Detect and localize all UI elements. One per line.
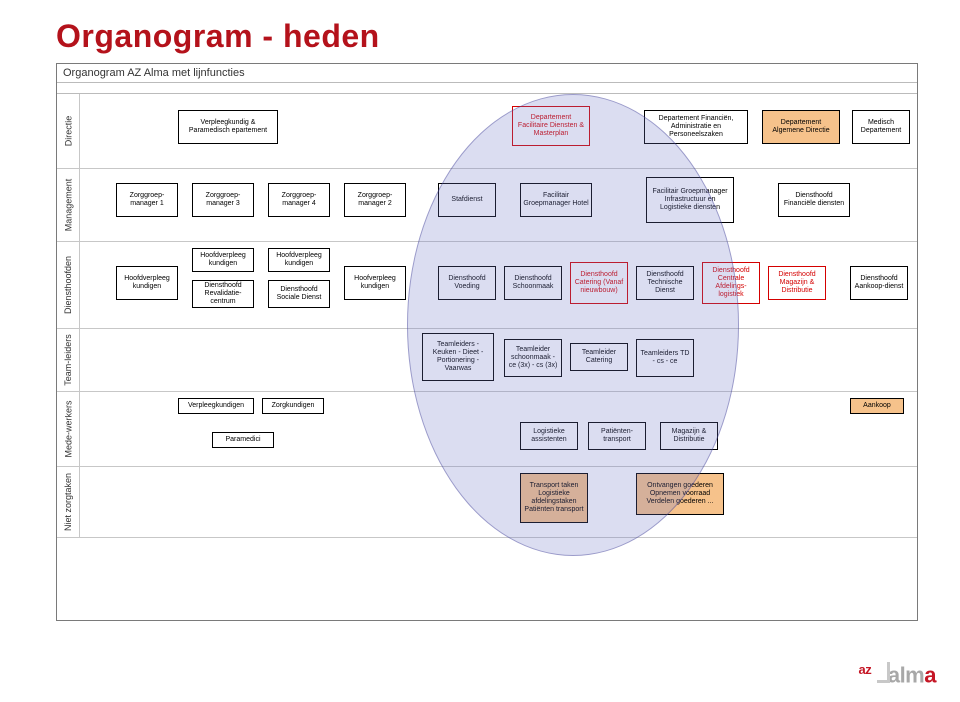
organogram-frame: Organogram AZ Alma met lijnfuncties Dire… <box>56 63 918 621</box>
org-box: Diensthoofd Sociale Dienst <box>268 280 330 308</box>
org-box: Zorggroep-manager 2 <box>344 183 406 217</box>
org-box: Hoofdverpleeg kundigen <box>268 248 330 272</box>
row-teamleiders: Team-leiders Teamleiders - Keuken - Dieet… <box>57 329 917 392</box>
logo: az alma <box>858 662 936 688</box>
org-box: Diensthoofd Centrale Afdelings-logistiek <box>702 262 760 304</box>
row-label: Team-leiders <box>63 334 73 386</box>
org-box: Diensthoofd Voeding <box>438 266 496 300</box>
row-label: Niet zorgtaken <box>63 473 73 531</box>
org-box: Teamleider Catering <box>570 343 628 371</box>
row-body: Verpleegkundigen Zorgkundigen Paramedici Lo… <box>80 392 917 466</box>
row-body: Verpleegkundig & Paramedisch epartement D… <box>80 94 917 168</box>
row-body: Hoofdverpleeg kundigen Hoofdverpleeg kund… <box>80 242 917 328</box>
org-box: Teamleiders - Keuken - Dieet - Portioner… <box>422 333 494 381</box>
org-box: Transport taken Logistieke afdelingstake… <box>520 473 588 523</box>
org-box: Aankoop <box>850 398 904 414</box>
org-box: Zorggroep-manager 3 <box>192 183 254 217</box>
org-box: Paramedici <box>212 432 274 448</box>
row-body: Transport taken Logistieke afdelingstake… <box>80 467 917 537</box>
row-label-wrap: Diensthoofden <box>57 242 80 328</box>
row-nietzorgtaken: Niet zorgtaken Transport taken Logistieke… <box>57 467 917 538</box>
org-box: Diensthoofd Schoonmaak <box>504 266 562 300</box>
org-box: Hoofdverpleeg kundigen <box>116 266 178 300</box>
org-box: Diensthoofd Revalidatie-centrum <box>192 280 254 308</box>
row-label-wrap: Niet zorgtaken <box>57 467 80 537</box>
row-label-wrap: Team-leiders <box>57 329 80 391</box>
org-box: Diensthoofd Aankoop-dienst <box>850 266 908 300</box>
org-box: Facilitair Groepmanager Hotel <box>520 183 592 217</box>
row-diensthoofden: DiensthoofdenHoofdverpleeg kundigenHoofd… <box>57 242 917 329</box>
row-directie: Directie Verpleegkundig & Paramedisch epa… <box>57 94 917 169</box>
subtitle: Organogram AZ Alma met lijnfuncties <box>57 64 917 83</box>
row-medewerkers: Mede-werkers Verpleegkundigen Zorgkundigen… <box>57 392 917 467</box>
row-body: Teamleiders - Keuken - Dieet - Portioner… <box>80 329 917 391</box>
org-box: Zorggroep-manager 1 <box>116 183 178 217</box>
org-box: Diensthoofd Technische Dienst <box>636 266 694 300</box>
org-box: Hoofverpleeg kundigen <box>344 266 406 300</box>
org-box: Diensthoofd Catering (Vanaf nieuwbouw) <box>570 262 628 304</box>
org-box: Zorggroep-manager 4 <box>268 183 330 217</box>
org-box: Departement Financiën, Administratie en … <box>644 110 748 144</box>
org-box: Verpleegkundig & Paramedisch epartement <box>178 110 278 144</box>
org-box: Departement Facilitaire Diensten & Maste… <box>512 106 590 146</box>
row-label: Directie <box>63 116 73 147</box>
org-box: Facilitair Groepmanager Infrastructuur e… <box>646 177 734 223</box>
org-box: Verpleegkundigen <box>178 398 254 414</box>
org-box: Patiënten-transport <box>588 422 646 450</box>
row-management: ManagementZorggroep-manager 1Zorggroep-m… <box>57 169 917 242</box>
row-label-wrap: Directie <box>57 94 80 168</box>
org-box: Diensthoofd Financiële diensten <box>778 183 850 217</box>
org-box: Diensthoofd Magazijn & Distributie <box>768 266 826 300</box>
org-box: Departement Algemene Directie <box>762 110 840 144</box>
org-box: Ontvangen goederen Opnemen voorraad Verd… <box>636 473 724 515</box>
page-title: Organogram - heden <box>56 18 920 55</box>
row-body: Zorggroep-manager 1 Zorggroep-manager 3 Zo… <box>80 169 917 241</box>
row-label-wrap: Mede-werkers <box>57 392 80 466</box>
org-box: Hoofdverpleeg kundigen <box>192 248 254 272</box>
org-box: Zorgkundigen <box>262 398 324 414</box>
org-box: Magazijn & Distributie <box>660 422 718 450</box>
row-label: Mede-werkers <box>63 400 73 457</box>
row-label-wrap: Management <box>57 169 80 241</box>
row-label: Management <box>63 179 73 232</box>
org-box: Logistieke assistenten <box>520 422 578 450</box>
org-box: Medisch Departement <box>852 110 910 144</box>
org-box: Teamleider schoonmaak - ce (3x) - cs (3x… <box>504 339 562 377</box>
row-label: Diensthoofden <box>63 256 73 314</box>
org-box: Stafdienst <box>438 183 496 217</box>
org-box: Teamleiders TD - cs - ce <box>636 339 694 377</box>
